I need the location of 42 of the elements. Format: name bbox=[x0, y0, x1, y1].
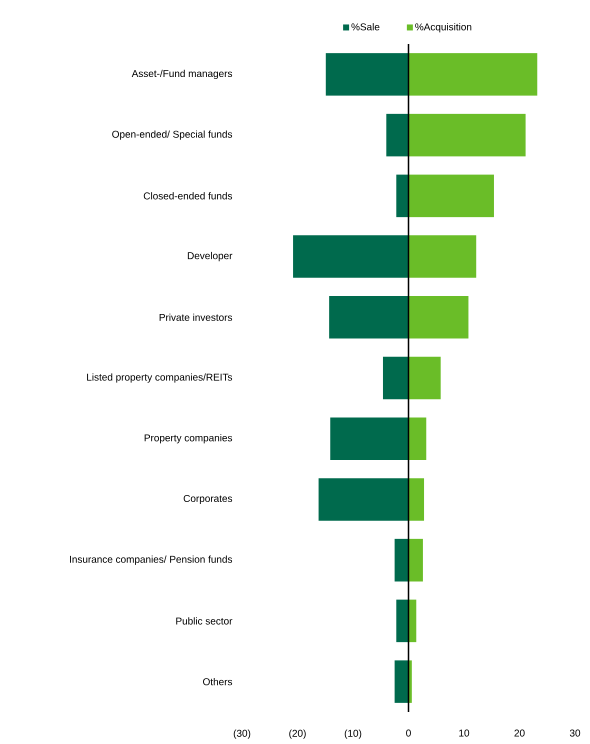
bar bbox=[394, 660, 408, 703]
y-tick-label: Public sector bbox=[176, 617, 232, 625]
bar bbox=[330, 417, 408, 460]
x-tick-label: (20) bbox=[289, 730, 306, 739]
bar bbox=[382, 356, 408, 400]
y-tick-label: Private investors bbox=[160, 314, 232, 321]
bar bbox=[386, 114, 408, 156]
legend-label: %Acquisition bbox=[415, 23, 472, 32]
y-tick-label: Listed property companies/REITs bbox=[87, 373, 232, 383]
bar bbox=[408, 478, 424, 521]
x-tick-label: (10) bbox=[344, 730, 362, 739]
bar bbox=[394, 538, 408, 582]
y-tick-label: Closed-ended funds bbox=[144, 192, 232, 200]
bar bbox=[408, 174, 494, 218]
bar bbox=[326, 53, 408, 96]
bar bbox=[408, 600, 416, 642]
bar bbox=[396, 600, 408, 642]
y-tick-label: Insurance companies/ Pension funds bbox=[70, 556, 232, 565]
bar bbox=[293, 235, 408, 278]
bar bbox=[329, 296, 408, 339]
bar bbox=[396, 174, 408, 218]
bar bbox=[408, 235, 476, 278]
y-tick-label: Asset-/Fund managers bbox=[132, 70, 232, 80]
legend-label: %Sale bbox=[351, 23, 380, 30]
y-tick-label: Developer bbox=[188, 252, 232, 262]
bar bbox=[408, 660, 412, 703]
bar bbox=[318, 478, 408, 521]
x-tick-label: (30) bbox=[234, 730, 250, 739]
y-tick-label: Corporates bbox=[184, 494, 232, 504]
bar bbox=[408, 296, 468, 339]
x-tick-label: 30 bbox=[570, 730, 580, 737]
y-tick-label: Others bbox=[203, 678, 232, 686]
x-tick-label: 20 bbox=[514, 730, 525, 737]
x-tick-label: 0 bbox=[406, 730, 411, 737]
bar bbox=[408, 114, 526, 156]
bar bbox=[408, 356, 441, 400]
bar bbox=[408, 53, 538, 96]
bar bbox=[408, 417, 426, 460]
y-tick-label: Property companies bbox=[144, 434, 232, 444]
y-tick-label: Open-ended/ Special funds bbox=[112, 130, 232, 140]
bar bbox=[408, 538, 423, 582]
x-tick-label: 10 bbox=[459, 730, 470, 737]
